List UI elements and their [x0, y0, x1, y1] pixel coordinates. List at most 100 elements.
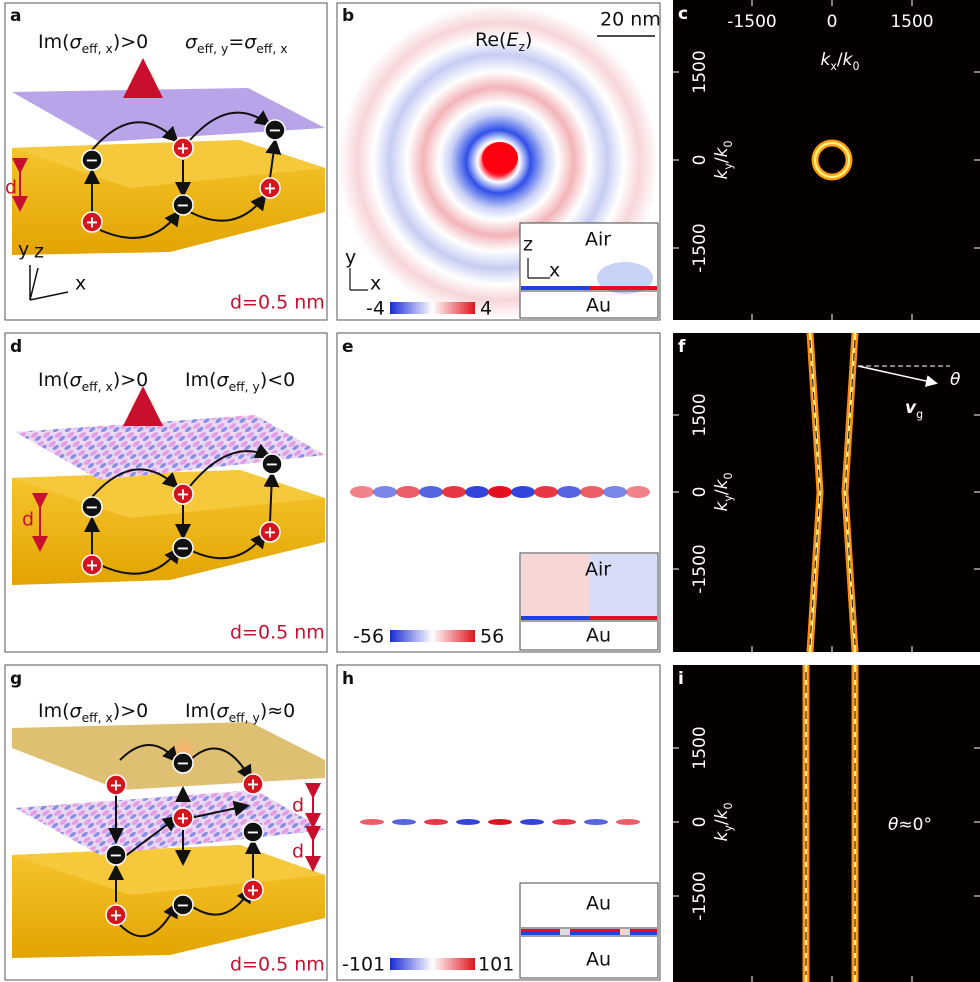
charge-sign: − — [176, 539, 189, 558]
text-part: Re( — [475, 29, 506, 51]
charge-sign: + — [176, 139, 189, 158]
panel-d: d Im(σeff, x)>0 Im(σeff, y)<0 d d=0.5 nm — [5, 333, 327, 652]
x-tick-label: 1500 — [890, 12, 933, 32]
colorbar-label: 56 — [480, 626, 504, 648]
field-lobe — [557, 486, 581, 498]
axis-label: x — [549, 260, 560, 282]
text-part: eff, x — [82, 42, 113, 56]
charge-sign: + — [85, 213, 98, 232]
inset-label: Au — [586, 893, 611, 915]
y-tick-label: 1500 — [690, 726, 710, 769]
charge-sign: − — [109, 846, 122, 865]
field-lobe — [488, 486, 512, 498]
inset-gap — [620, 929, 630, 935]
inset-layer — [521, 616, 589, 620]
field-lobe — [373, 486, 397, 498]
axis-label: y — [18, 239, 29, 261]
y-tick-label: -1500 — [690, 544, 710, 593]
axis-label: z — [523, 234, 533, 256]
field-lobe — [456, 819, 480, 825]
panel-label: h — [342, 669, 354, 689]
text-part: Im( — [185, 369, 217, 391]
inset-label: Air — [585, 559, 611, 581]
charge-sign: − — [176, 896, 189, 915]
text-part: eff, y — [197, 42, 228, 56]
text-part: eff, x — [256, 42, 287, 56]
inset-layer — [521, 932, 657, 935]
text-part: σ — [244, 31, 257, 53]
colorbar — [390, 958, 475, 970]
field-lobe — [520, 819, 544, 825]
d-label: d — [5, 177, 17, 199]
text-part: )<0 — [260, 369, 295, 391]
d-label: d — [22, 509, 34, 531]
inset-label: Au — [586, 295, 611, 317]
charge-sign: + — [85, 556, 98, 575]
field-lobe — [396, 486, 420, 498]
charge-sign: − — [246, 823, 259, 842]
panel-label: b — [342, 6, 354, 26]
field-core — [482, 142, 518, 174]
note: d=0.5 nm — [230, 954, 325, 976]
charge-sign: + — [176, 485, 189, 504]
y-tick-label: -1500 — [690, 223, 710, 272]
field-lobe — [350, 486, 374, 498]
text-part: Im( — [185, 700, 217, 722]
inset-layer — [589, 616, 657, 620]
text-part: 0 — [852, 60, 859, 73]
field-lobe — [424, 819, 448, 825]
d-label: d — [292, 841, 304, 863]
field-lobe — [465, 486, 489, 498]
charge-sign: − — [85, 498, 98, 517]
axis-label: x — [370, 273, 381, 295]
field-lobe — [442, 486, 466, 498]
y-tick-label: 0 — [690, 487, 710, 498]
text-part: ≈0° — [898, 815, 932, 835]
text-part: 0 — [722, 472, 735, 479]
panel-label: a — [10, 6, 21, 26]
charge-sign: + — [263, 523, 276, 542]
charge-sign: − — [268, 121, 281, 140]
inset-gap — [560, 929, 570, 935]
field-lobe — [580, 486, 604, 498]
text-part: σ — [70, 31, 83, 53]
text-part: 0 — [722, 802, 735, 809]
axis-label: x — [75, 273, 86, 295]
panel-a: a Im(σeff, x)>0 σeff, y=σeff, x d y z x … — [5, 3, 327, 320]
text-part: eff, y — [229, 380, 260, 394]
theta: θ — [950, 370, 961, 390]
panel-f: f θ vg ky/k0 — [673, 333, 980, 652]
scale-label: 20 nm — [600, 9, 661, 31]
text-part: σ — [217, 700, 230, 722]
inset-layer — [589, 286, 657, 290]
y-tick-label: 1500 — [690, 393, 710, 436]
charge-sign: + — [109, 776, 122, 795]
inset-layer — [521, 929, 657, 932]
panel-i: i θ≈0° ky/k0 — [673, 665, 980, 982]
text-part: σ — [217, 369, 230, 391]
charge-sign: − — [85, 151, 98, 170]
panel-label: e — [342, 337, 354, 357]
y-tick-label: 0 — [690, 817, 710, 828]
text-part: )≈0 — [260, 700, 295, 722]
field-lobe — [626, 486, 650, 498]
charge-sign: + — [176, 809, 189, 828]
panel-g: g Im(σeff, x)>0 Im(σeff, y)≈0 d d d=0.5 … — [5, 665, 327, 980]
text-part: )>0 — [113, 369, 148, 391]
note: d=0.5 nm — [230, 622, 325, 644]
colorbar — [390, 302, 475, 314]
text-part: σ — [185, 31, 198, 53]
note: d=0.5 nm — [230, 292, 325, 314]
panel-label: d — [10, 337, 22, 357]
field-lobe — [488, 819, 512, 825]
panel-b: b Re(Ez) 20 nm y x -4 4 z x Air Au — [337, 3, 661, 320]
inset-layer — [521, 286, 589, 290]
field-lobe — [511, 486, 535, 498]
text-part: σ — [70, 369, 83, 391]
colorbar-label: -4 — [366, 298, 385, 320]
text-part: eff, x — [82, 711, 113, 725]
inset-label: Au — [586, 625, 611, 647]
y-tick-label: 0 — [690, 155, 710, 166]
figure: a Im(σeff, x)>0 σeff, y=σeff, x d y z x … — [0, 0, 980, 982]
axis-label: y — [345, 247, 356, 269]
